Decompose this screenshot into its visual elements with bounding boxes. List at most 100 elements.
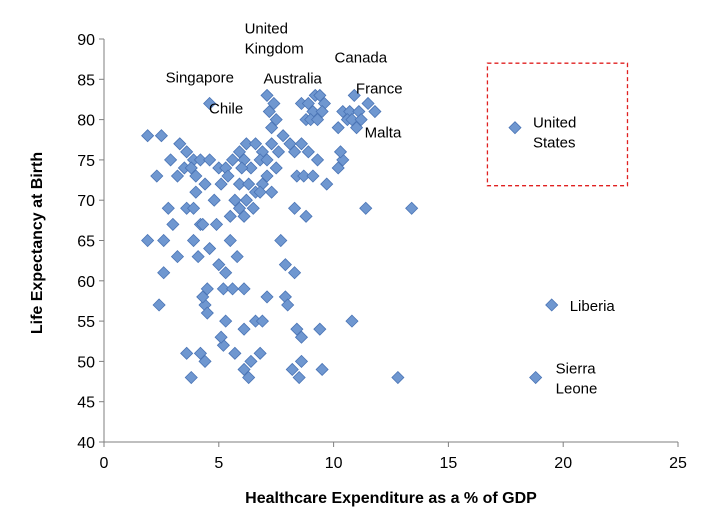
annotation-label: United [245,20,288,37]
data-point [267,96,281,111]
x-tick-label: 25 [669,455,687,472]
annotation-label: Kingdom [245,40,304,57]
annotation-label: Sierra [556,361,597,378]
data-point [203,96,217,111]
annotation-label: Canada [335,49,388,66]
data-point [223,233,237,248]
data-point [262,104,276,119]
data-point [246,201,260,215]
data-point [164,153,178,167]
data-point [170,169,185,183]
data-point [253,346,267,360]
data-point [237,322,251,336]
data-point [196,290,210,304]
data-point [361,96,375,111]
data-point [313,88,327,102]
data-point [248,137,263,151]
data-point [301,145,315,159]
data-point [313,322,327,336]
data-point [237,362,251,377]
highlight-box [486,62,629,187]
y-tick-label: 50 [77,354,95,371]
data-point [265,185,279,199]
data-point [180,145,194,159]
data-point [333,145,348,159]
data-point [141,233,155,248]
data-point [354,113,368,127]
data-point [161,201,175,215]
y-tick-label: 70 [77,193,95,210]
x-tick-label: 5 [214,455,223,472]
data-point [345,314,359,328]
data-point [271,145,286,159]
data-point [529,370,543,385]
data-point [260,88,274,102]
annotation-label: Malta [365,125,402,142]
data-point [265,137,279,151]
y-axis-title: Life Expectancy at Birth [29,152,46,334]
data-point [391,370,405,385]
data-point [170,250,185,264]
x-tick-label: 20 [554,455,572,472]
data-point [237,282,251,296]
data-point [283,137,297,151]
data-point [193,153,207,167]
annotation-label: United [533,115,576,132]
data-point [288,145,302,159]
annotation-label: States [533,135,576,152]
data-point [184,161,198,175]
data-point [276,129,290,143]
data-point [359,201,373,215]
data-point [216,282,230,296]
data-point [180,346,194,360]
data-point [244,354,258,368]
data-point [219,266,233,280]
x-tick-labels: 0 5 10 15 20 25 [100,442,687,472]
data-point [203,241,217,256]
data-point [203,153,217,167]
data-point [260,153,274,167]
data-point [281,298,295,312]
data-point [288,201,302,215]
data-point [288,266,302,280]
data-point [191,250,205,264]
data-point [219,314,233,328]
data-point [239,193,253,207]
data-point [301,96,315,111]
x-tick-label: 15 [440,455,458,472]
data-point [152,298,166,312]
data-point [189,169,203,183]
data-point [331,121,345,135]
annotation-label: Australia [264,70,323,87]
y-tick-label: 45 [77,395,95,412]
data-point [214,177,228,191]
data-point [545,298,559,312]
data-point [253,185,267,199]
data-point [200,282,214,296]
data-point [244,161,258,175]
data-point [242,370,256,385]
data-point [223,209,237,223]
data-point [186,233,201,248]
data-point [285,362,299,377]
data-point [212,258,226,272]
data-point [221,169,235,183]
data-point [310,113,325,127]
data-point [347,88,361,102]
data-point [290,322,304,336]
data-point [207,193,221,207]
y-tick-label: 85 [77,72,95,89]
data-point [150,169,164,183]
data-point [265,121,279,135]
data-point [186,201,201,215]
data-point [196,217,210,231]
data-point [242,177,256,191]
data-point [189,185,203,199]
data-points [141,88,559,385]
data-point [349,121,364,135]
data-point [237,209,251,223]
data-point [232,177,247,191]
data-point [294,330,309,344]
data-point [294,137,309,151]
